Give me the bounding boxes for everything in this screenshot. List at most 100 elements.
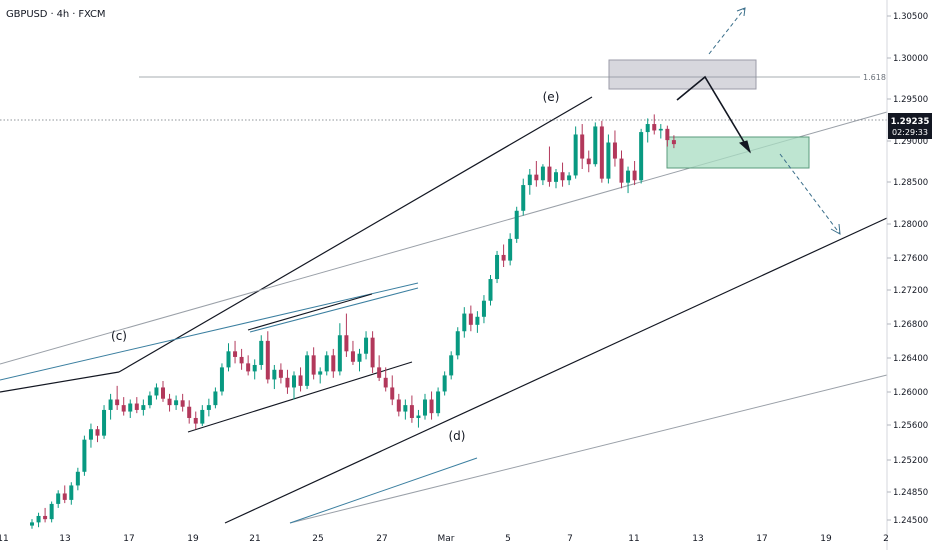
candle[interactable] bbox=[161, 381, 165, 402]
candle[interactable] bbox=[560, 162, 565, 187]
candle[interactable] bbox=[82, 435, 87, 476]
candle[interactable] bbox=[468, 305, 473, 332]
candle[interactable] bbox=[43, 507, 48, 523]
candle[interactable] bbox=[200, 405, 205, 427]
candle[interactable] bbox=[521, 178, 526, 216]
candle[interactable] bbox=[547, 146, 552, 187]
candle[interactable] bbox=[49, 501, 54, 523]
candle[interactable] bbox=[645, 118, 650, 143]
candle[interactable] bbox=[390, 375, 395, 406]
projection-path-up[interactable] bbox=[708, 7, 746, 55]
candle[interactable] bbox=[481, 295, 486, 324]
candle[interactable] bbox=[429, 391, 434, 420]
candle[interactable] bbox=[658, 124, 663, 139]
candle[interactable] bbox=[285, 369, 290, 394]
candle[interactable] bbox=[455, 327, 460, 360]
candle[interactable] bbox=[501, 244, 506, 267]
candle[interactable] bbox=[62, 485, 67, 504]
candle[interactable] bbox=[665, 125, 670, 147]
candle[interactable] bbox=[357, 348, 362, 372]
candle[interactable] bbox=[213, 387, 218, 409]
candle[interactable] bbox=[121, 397, 126, 416]
candle[interactable] bbox=[180, 393, 185, 412]
candle[interactable] bbox=[514, 206, 519, 243]
candle[interactable] bbox=[449, 351, 454, 380]
channel-upper-line[interactable] bbox=[118, 96, 593, 373]
candle[interactable] bbox=[233, 340, 238, 364]
candle[interactable] bbox=[193, 411, 198, 430]
candle[interactable] bbox=[370, 331, 375, 374]
candle[interactable] bbox=[350, 340, 355, 365]
channel-lower-line[interactable] bbox=[224, 217, 888, 524]
candle[interactable] bbox=[239, 348, 244, 370]
blue-trend-line-lower[interactable] bbox=[289, 457, 478, 524]
projection-path-down[interactable] bbox=[779, 153, 841, 235]
candle[interactable] bbox=[265, 331, 270, 384]
candle[interactable] bbox=[75, 467, 80, 491]
candle[interactable] bbox=[134, 397, 139, 414]
candle[interactable] bbox=[337, 323, 342, 376]
candle[interactable] bbox=[396, 393, 401, 417]
trend-line-left[interactable] bbox=[0, 371, 120, 393]
candle[interactable] bbox=[318, 367, 323, 384]
wedge-upper-ext[interactable] bbox=[249, 287, 419, 333]
candle[interactable] bbox=[527, 169, 532, 195]
candle[interactable] bbox=[442, 371, 447, 396]
candle[interactable] bbox=[278, 363, 283, 384]
candle[interactable] bbox=[147, 391, 152, 409]
candle[interactable] bbox=[36, 512, 41, 528]
price-axis[interactable]: 1.30500 1.30000 1.29500 1.29000 1.28500 1.280… bbox=[887, 12, 928, 526]
candle[interactable] bbox=[128, 399, 133, 418]
candle[interactable] bbox=[462, 307, 467, 338]
candle[interactable] bbox=[102, 405, 107, 439]
candle[interactable] bbox=[167, 393, 172, 412]
candle[interactable] bbox=[619, 150, 624, 189]
candle[interactable] bbox=[115, 385, 120, 410]
candle[interactable] bbox=[554, 169, 558, 189]
candle[interactable] bbox=[593, 122, 598, 167]
candle[interactable] bbox=[206, 398, 211, 417]
candle[interactable] bbox=[475, 311, 480, 333]
candle[interactable] bbox=[580, 124, 585, 170]
candle[interactable] bbox=[305, 351, 310, 390]
candle[interactable] bbox=[567, 172, 572, 186]
candle[interactable] bbox=[652, 114, 657, 135]
candle[interactable] bbox=[272, 364, 277, 390]
candle[interactable] bbox=[108, 393, 113, 420]
candle[interactable] bbox=[508, 233, 513, 266]
candle[interactable] bbox=[639, 128, 644, 184]
time-axis[interactable]: 11 13 17 19 21 25 27 Mar 5 7 11 13 17 19 2 bbox=[0, 534, 889, 544]
candle[interactable] bbox=[259, 335, 264, 370]
candle[interactable] bbox=[612, 130, 617, 167]
candle[interactable] bbox=[586, 150, 591, 173]
candle[interactable] bbox=[606, 134, 611, 184]
candle[interactable] bbox=[671, 135, 676, 149]
candle[interactable] bbox=[534, 160, 539, 187]
candle[interactable] bbox=[298, 367, 303, 392]
candle[interactable] bbox=[187, 400, 192, 424]
sell-zone-box[interactable] bbox=[608, 59, 757, 90]
candle[interactable] bbox=[383, 367, 388, 392]
candle[interactable] bbox=[436, 387, 441, 417]
candle[interactable] bbox=[344, 313, 349, 357]
wedge-upper-line[interactable] bbox=[247, 293, 373, 331]
candle[interactable] bbox=[226, 343, 231, 372]
candle[interactable] bbox=[30, 519, 34, 529]
candle[interactable] bbox=[495, 250, 500, 284]
wedge-lower-line[interactable] bbox=[187, 361, 413, 433]
candle[interactable] bbox=[599, 120, 604, 183]
candle[interactable] bbox=[540, 164, 545, 186]
candle[interactable] bbox=[69, 482, 74, 505]
projection-path-main[interactable] bbox=[676, 75, 751, 153]
candle[interactable] bbox=[364, 331, 369, 360]
candle[interactable] bbox=[95, 426, 100, 443]
candle[interactable] bbox=[488, 275, 493, 306]
candle[interactable] bbox=[252, 359, 257, 380]
candle[interactable] bbox=[403, 399, 408, 420]
blue-trend-line-upper[interactable] bbox=[0, 282, 419, 381]
candle[interactable] bbox=[423, 393, 427, 420]
candle[interactable] bbox=[377, 355, 382, 382]
grey-trend-line-low[interactable] bbox=[289, 374, 888, 524]
candle[interactable] bbox=[174, 395, 179, 410]
